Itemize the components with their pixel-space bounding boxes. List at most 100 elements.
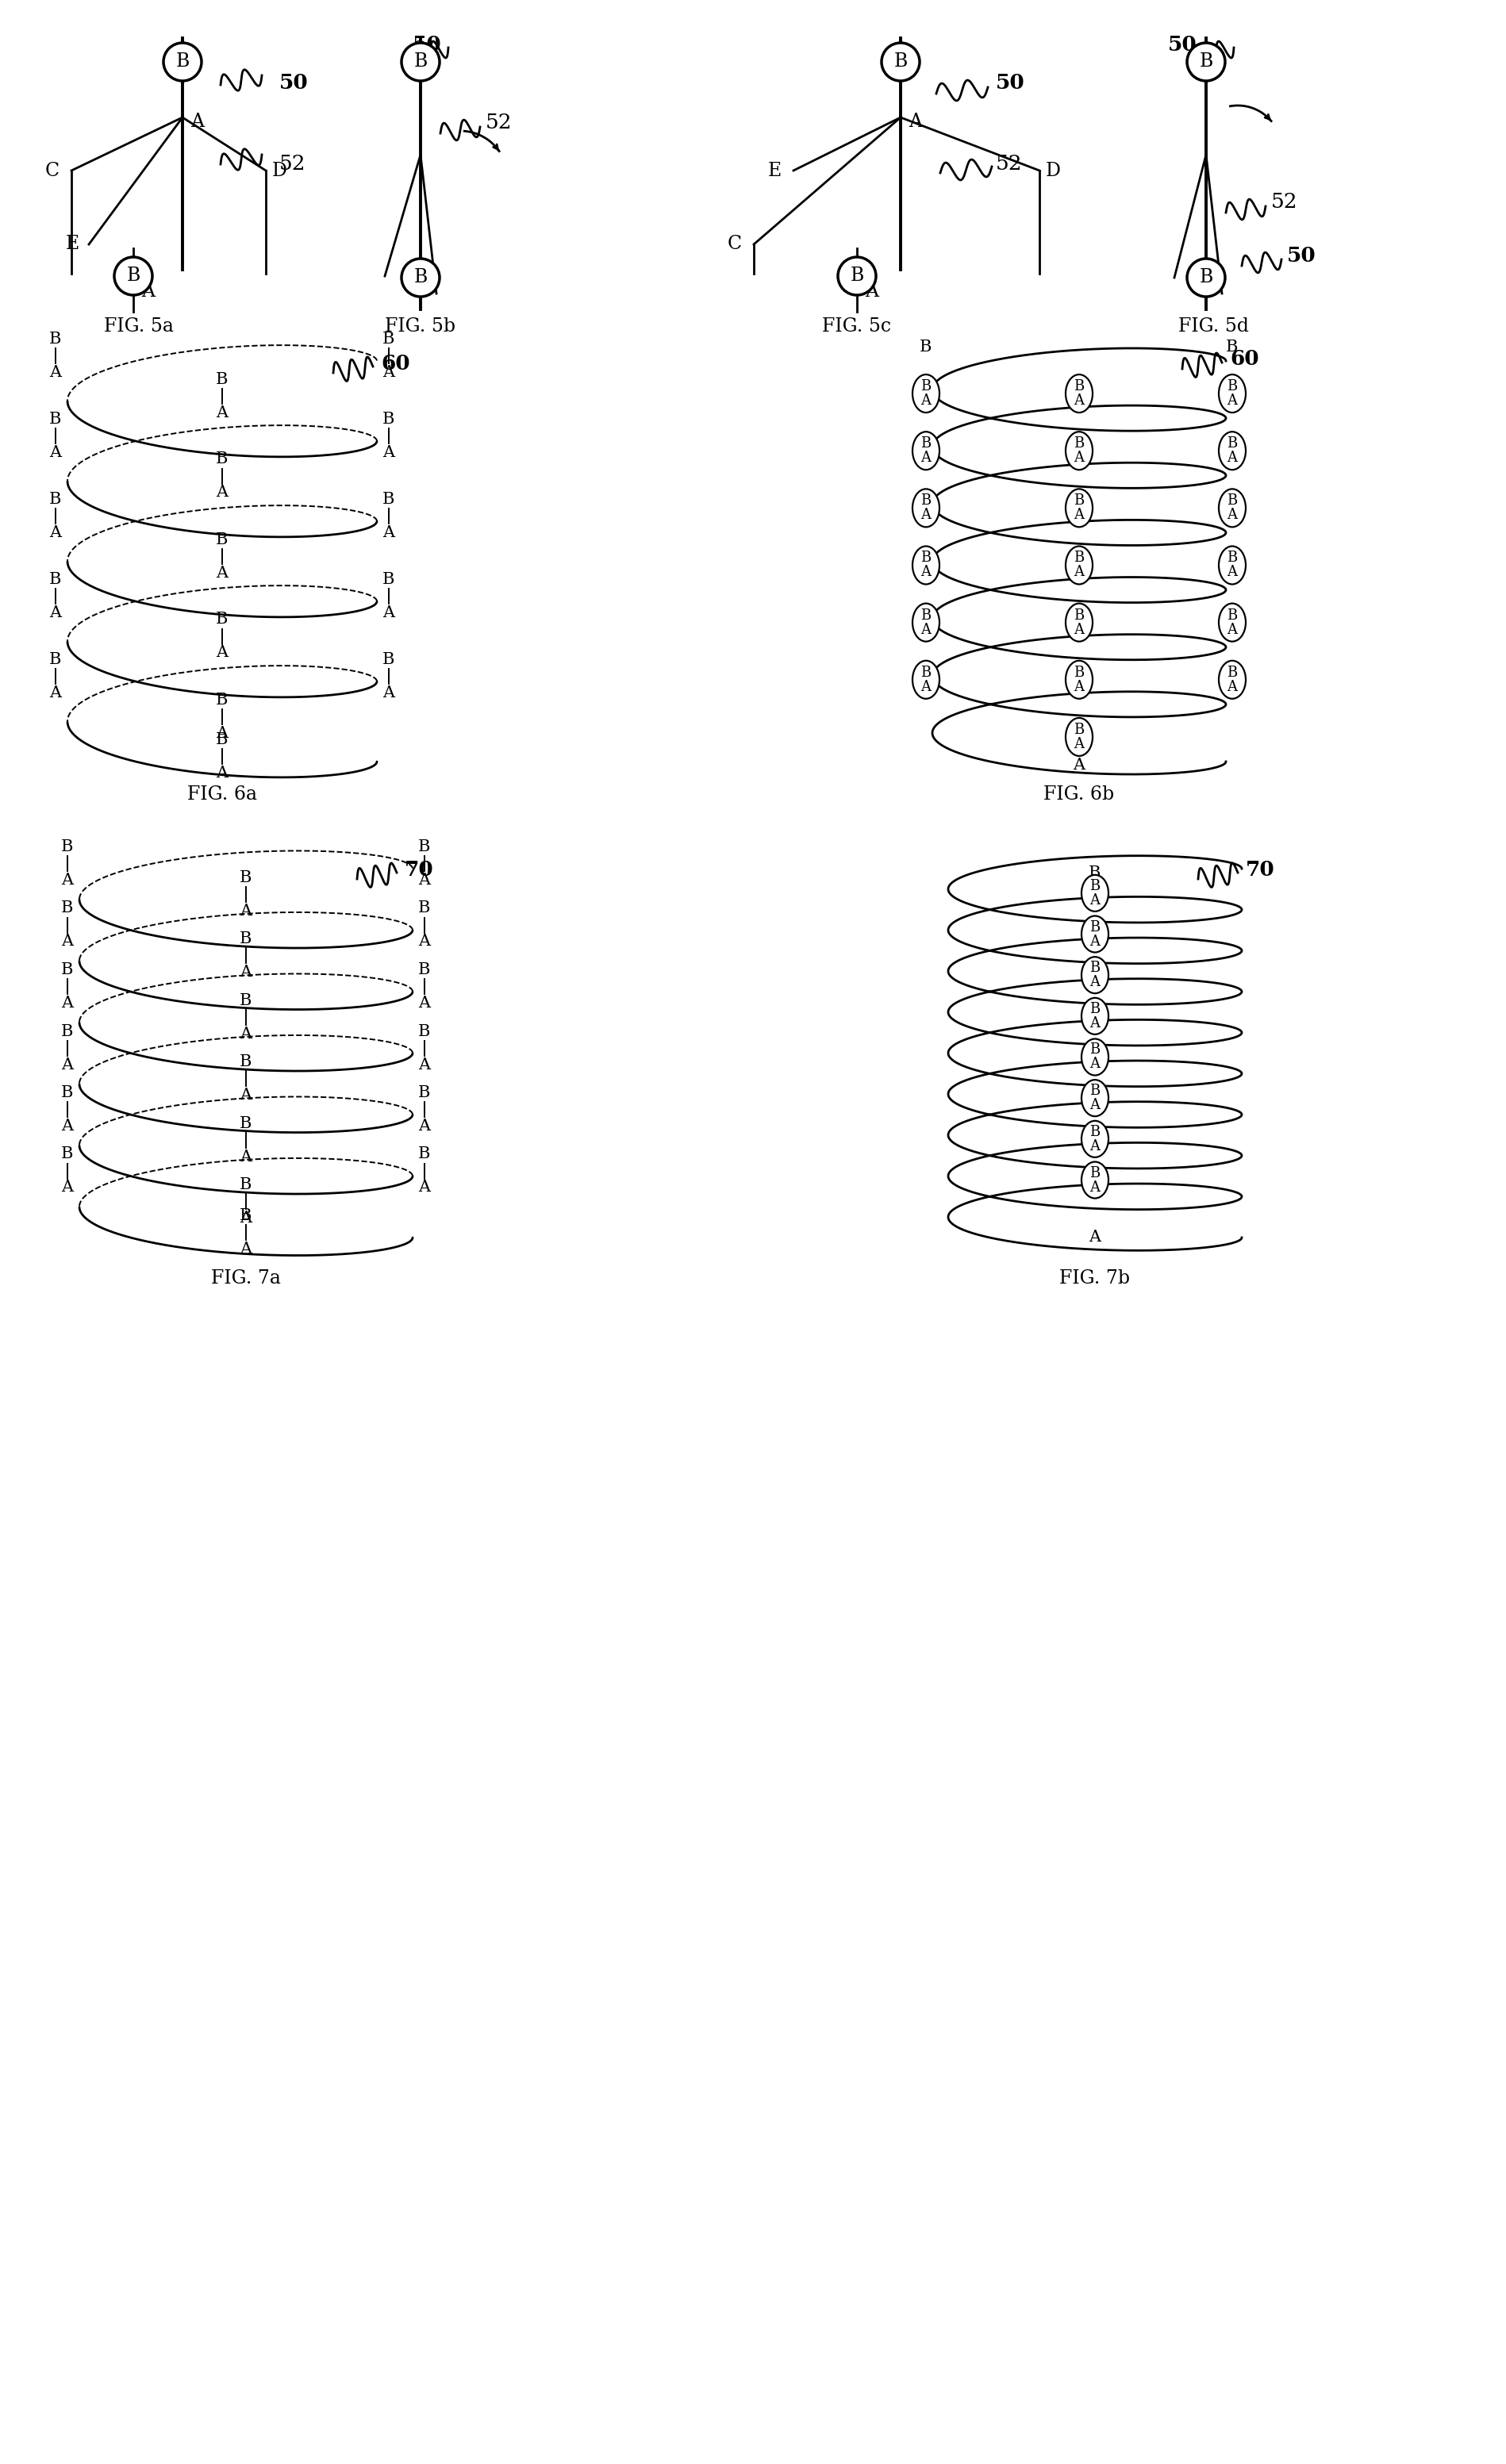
Text: B: B (1074, 665, 1084, 680)
Text: A: A (1074, 737, 1084, 752)
Ellipse shape (1066, 375, 1093, 411)
Circle shape (1187, 42, 1224, 81)
Text: D: D (1045, 163, 1060, 180)
Text: A: A (217, 564, 229, 582)
Text: B: B (62, 1084, 74, 1101)
Ellipse shape (1081, 998, 1108, 1035)
Text: A: A (383, 446, 395, 461)
Text: A: A (1074, 394, 1084, 409)
Text: B: B (1199, 269, 1212, 286)
Text: B: B (239, 1178, 252, 1193)
Ellipse shape (1066, 488, 1093, 527)
Text: B: B (920, 493, 931, 508)
Text: FIG. 6a: FIG. 6a (187, 786, 258, 803)
Ellipse shape (1081, 917, 1108, 954)
Text: A: A (1074, 451, 1084, 466)
Ellipse shape (913, 488, 940, 527)
Text: B: B (239, 1207, 252, 1222)
Text: B: B (62, 840, 74, 855)
Text: B: B (1074, 609, 1084, 623)
Ellipse shape (1218, 431, 1245, 471)
Text: A: A (62, 1119, 74, 1133)
Text: B: B (1074, 493, 1084, 508)
Ellipse shape (1218, 660, 1245, 700)
Text: B: B (419, 1023, 431, 1040)
Text: B: B (50, 572, 62, 586)
Text: D: D (273, 163, 288, 180)
Ellipse shape (1081, 1163, 1108, 1198)
Text: A: A (1074, 756, 1086, 774)
Text: B: B (414, 52, 428, 71)
Text: 52: 52 (279, 155, 306, 175)
Text: B: B (62, 1146, 74, 1163)
Text: FIG. 7b: FIG. 7b (1060, 1269, 1131, 1289)
Text: B: B (419, 840, 431, 855)
Text: B: B (127, 266, 140, 286)
Text: B: B (215, 372, 229, 387)
Text: A: A (1090, 934, 1101, 949)
Ellipse shape (1066, 547, 1093, 584)
Text: B: B (239, 931, 252, 946)
Text: B: B (419, 902, 431, 917)
Text: B: B (62, 902, 74, 917)
Text: B: B (1074, 552, 1084, 564)
Text: FIG. 5c: FIG. 5c (822, 318, 892, 335)
Text: B: B (920, 609, 931, 623)
Text: B: B (50, 411, 62, 426)
Text: A: A (1090, 1099, 1101, 1111)
Ellipse shape (913, 604, 940, 641)
Text: A: A (1090, 892, 1101, 907)
Text: A: A (62, 1180, 74, 1195)
Text: 50: 50 (1167, 34, 1197, 54)
Text: A: A (1227, 508, 1238, 522)
Text: A: A (1090, 1057, 1101, 1072)
Text: A: A (190, 113, 203, 131)
Text: 52: 52 (995, 155, 1023, 175)
Text: B: B (239, 870, 252, 885)
Text: A: A (50, 525, 62, 540)
Text: B: B (1227, 665, 1238, 680)
Text: A: A (419, 1119, 431, 1133)
Circle shape (837, 256, 876, 296)
Text: A: A (419, 1057, 431, 1072)
Text: A: A (239, 1087, 252, 1104)
Ellipse shape (913, 375, 940, 411)
Text: 60: 60 (1230, 350, 1259, 370)
Text: A: A (1074, 564, 1084, 579)
Circle shape (881, 42, 920, 81)
Text: A: A (142, 283, 155, 301)
Text: B: B (419, 963, 431, 978)
Text: B: B (1074, 436, 1084, 451)
Text: 70: 70 (405, 860, 434, 880)
Text: B: B (1090, 1084, 1101, 1099)
Ellipse shape (1218, 375, 1245, 411)
Ellipse shape (1081, 1121, 1108, 1158)
Text: B: B (1227, 379, 1238, 394)
Text: A: A (217, 404, 229, 419)
Text: A: A (1227, 451, 1238, 466)
Text: A: A (383, 525, 395, 540)
Text: B: B (215, 611, 229, 628)
Text: B: B (383, 493, 395, 508)
Text: B: B (1090, 961, 1101, 976)
Text: 60: 60 (381, 352, 410, 372)
Text: B: B (1090, 880, 1101, 892)
Text: A: A (419, 1180, 431, 1195)
Text: B: B (414, 269, 428, 286)
Text: A: A (864, 283, 878, 301)
Text: B: B (1226, 340, 1238, 355)
Text: B: B (383, 572, 395, 586)
Text: A: A (1089, 1230, 1101, 1244)
Ellipse shape (913, 431, 940, 471)
Text: FIG. 5b: FIG. 5b (386, 318, 456, 335)
Text: B: B (1199, 52, 1212, 71)
Text: A: A (1227, 394, 1238, 409)
Text: B: B (1090, 1165, 1101, 1180)
Text: B: B (215, 732, 229, 747)
Text: 52: 52 (485, 113, 512, 133)
Text: E: E (66, 234, 80, 254)
Ellipse shape (1081, 875, 1108, 912)
Text: A: A (239, 1027, 252, 1042)
Text: B: B (1074, 379, 1084, 394)
Text: A: A (1074, 680, 1084, 695)
